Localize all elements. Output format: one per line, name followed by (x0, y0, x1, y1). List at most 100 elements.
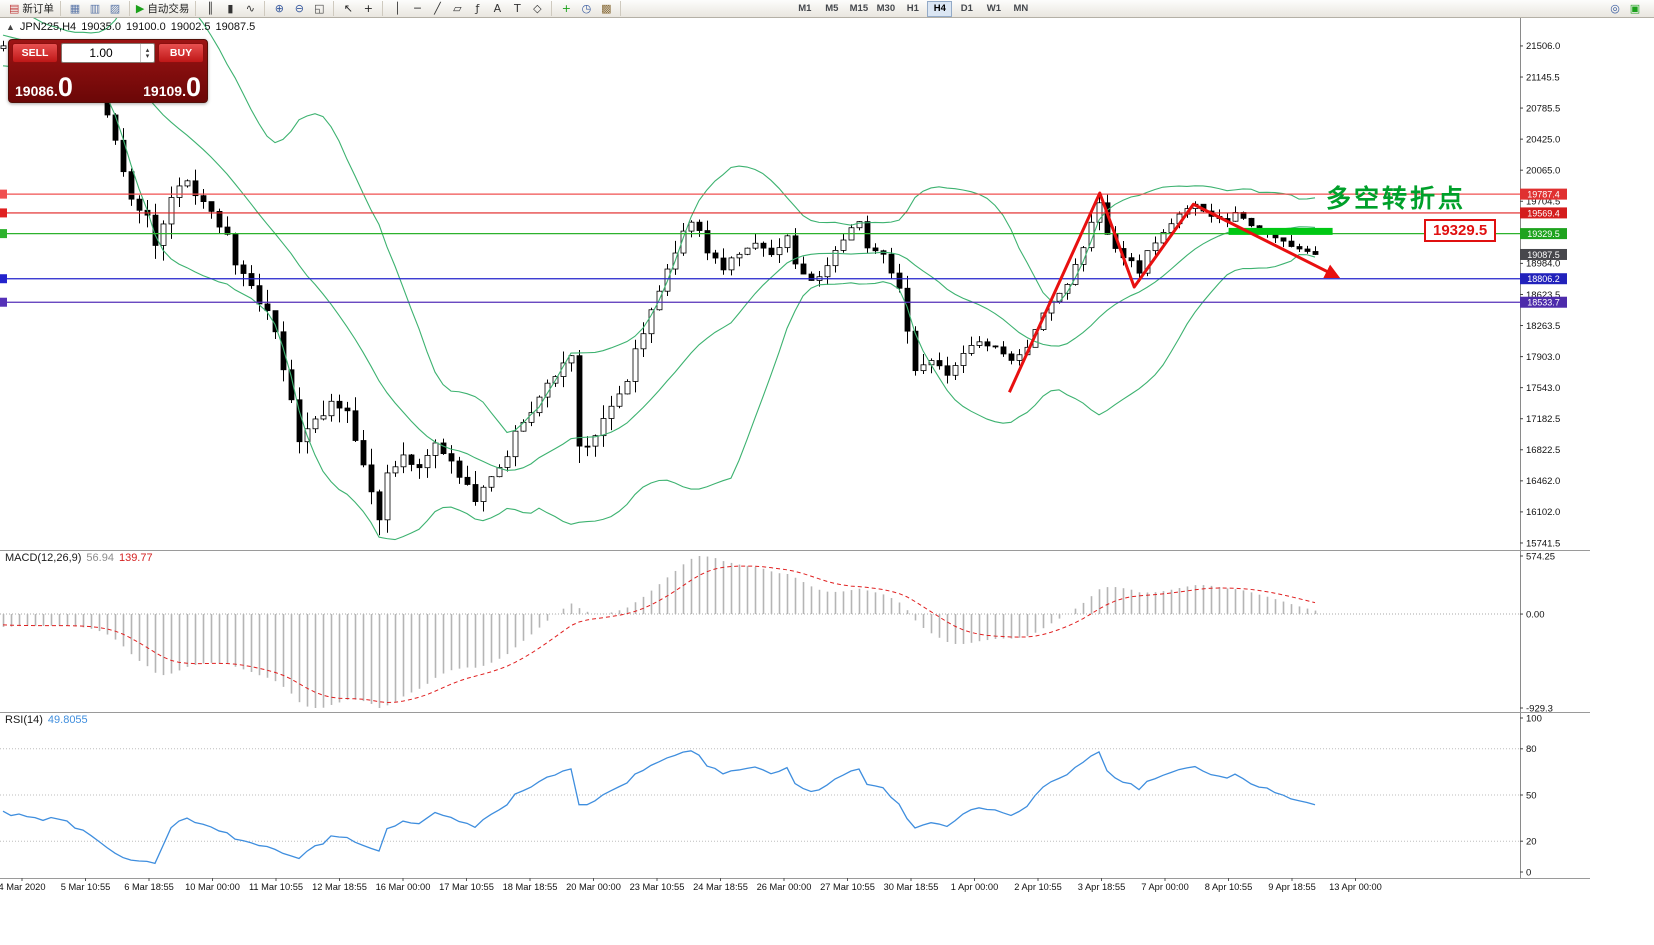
zoom-out-icon[interactable]: ⊖ (289, 1, 309, 16)
volume-spinner: ▴ ▾ (140, 44, 154, 62)
timeframe-mn-button[interactable]: MN (1013, 3, 1029, 14)
trendline-icon-glyph: ╱ (434, 2, 441, 15)
indicators-add-icon-glyph: + (561, 2, 571, 15)
equidistant-channel-icon-glyph: ▱ (453, 2, 462, 15)
line-chart-icon-glyph: ∿ (245, 2, 255, 15)
x-axis-label: 23 Mar 10:55 (630, 882, 685, 892)
text-icon[interactable]: A (487, 1, 507, 16)
indicators-add-icon[interactable]: + (556, 1, 576, 16)
periods-icon[interactable]: ◷ (576, 1, 596, 16)
sell-button[interactable]: SELL (12, 43, 58, 63)
hline-price-tag-label: 18806.2 (1527, 274, 1560, 284)
buy-button[interactable]: BUY (158, 43, 204, 63)
timeframe-w1-button[interactable]: W1 (986, 3, 1001, 14)
market-watch-icon-glyph: ▥ (89, 2, 101, 15)
ohlc-high: 19100.0 (125, 21, 166, 33)
x-axis-label: 26 Mar 00:00 (757, 882, 812, 892)
tile-windows-icon[interactable]: ◱ (309, 1, 329, 16)
cursor-icon[interactable]: ↖ (338, 1, 358, 16)
timeframe-d1-button[interactable]: D1 (960, 3, 973, 14)
toolbar-group: ▶ 自动交易 (130, 1, 197, 16)
highlight-bar-annotation[interactable] (1228, 227, 1333, 235)
line-chart-icon[interactable]: ∿ (240, 1, 260, 16)
arrows-icon[interactable]: ◇ (527, 1, 547, 16)
chart-window-icon-glyph: ▦ (69, 2, 81, 15)
volume-up-button[interactable]: ▴ (145, 46, 150, 54)
toolbar-right: ◎ ▣ (1605, 0, 1645, 18)
y-axis-label: 18984.0 (1526, 259, 1560, 270)
rsi-axis-label: 50 (1526, 790, 1537, 801)
timeframe-m1-button[interactable]: M1 (798, 3, 812, 14)
volume-value[interactable]: 1.00 (89, 46, 113, 60)
new-chart-icon[interactable]: ▣ (1625, 1, 1645, 16)
x-axis-label: 27 Mar 10:55 (820, 882, 875, 892)
one-click-collapse-icon[interactable]: ▲ (6, 22, 15, 32)
timeframe-m5-button[interactable]: M5 (825, 3, 839, 14)
volume-down-button[interactable]: ▾ (145, 52, 150, 60)
y-axis-label: 16822.5 (1526, 445, 1560, 456)
zoom-out-icon-glyph: ⊖ (294, 2, 304, 15)
search-icon[interactable]: ◎ (1605, 1, 1625, 16)
zoom-in-icon[interactable]: ⊕ (269, 1, 289, 16)
horizontal-line-icon[interactable]: ─ (407, 1, 427, 16)
toolbar-group: │ ─ ╱ ▱ ƒ A T ◇ (383, 1, 553, 16)
rsi-name: RSI(14) (5, 714, 43, 726)
price-callout-annotation[interactable]: 19329.5 (1424, 219, 1497, 242)
auto-trading-button[interactable]: ▶ 自动交易 (134, 1, 191, 16)
crosshair-icon[interactable]: + (358, 1, 378, 16)
text-label-icon-glyph: T (514, 2, 521, 15)
buy-price[interactable]: 19109. 0 (108, 65, 204, 100)
timeframe-m15-button[interactable]: M15 (849, 3, 869, 14)
x-axis-label: 16 Mar 00:00 (376, 882, 431, 892)
toolbar-group: ↖ + (334, 1, 384, 16)
candlestick-chart-icon[interactable]: ▮ (220, 1, 240, 16)
vertical-line-icon[interactable]: │ (387, 1, 407, 16)
ohlc-open: 19035.0 (81, 21, 121, 33)
sell-price[interactable]: 19086. 0 (12, 65, 108, 102)
terminal-window-icon[interactable]: ▨ (105, 1, 125, 16)
bar-chart-icon[interactable]: ║ (200, 1, 220, 16)
hline-price-tag (1520, 207, 1567, 219)
crosshair-icon-glyph: + (363, 2, 373, 15)
new-order-button[interactable]: ▤ 新订单 (7, 1, 56, 16)
rsi-axis-label: 80 (1526, 744, 1537, 755)
text-label-icon[interactable]: T (507, 1, 527, 16)
trend-zigzag-arrow[interactable] (1008, 191, 1341, 393)
hline-price-tag (1520, 296, 1567, 308)
y-axis-label: 18623.5 (1526, 290, 1560, 301)
equidistant-channel-icon[interactable]: ▱ (447, 1, 467, 16)
x-axis-label: 2 Apr 10:55 (1014, 882, 1062, 892)
timeframe-h4-button[interactable]: H4 (927, 0, 953, 17)
trendline-icon[interactable]: ╱ (427, 1, 447, 16)
hline-price-tag-label: 19569.4 (1527, 208, 1560, 218)
templates-icon[interactable]: ▩ (596, 1, 616, 16)
x-axis-label: 1 Apr 00:00 (951, 882, 999, 892)
timeframe-m30-button[interactable]: M30 (876, 3, 896, 14)
chart-window-icon[interactable]: ▦ (65, 1, 85, 16)
y-axis-label: 20785.5 (1526, 103, 1560, 114)
y-axis-label: 17903.0 (1526, 352, 1560, 363)
sell-price-big-digit: 0 (57, 71, 73, 102)
candlestick-chart-icon-glyph: ▮ (227, 2, 234, 15)
rsi-line (2, 750, 1316, 865)
text-icon-glyph: A (493, 2, 502, 15)
market-watch-icon[interactable]: ▥ (85, 1, 105, 16)
x-axis-label: 3 Apr 18:55 (1078, 882, 1126, 892)
trade-panel-controls: SELL 1.00 ▴ ▾ BUY (12, 43, 204, 63)
fibonacci-icon[interactable]: ƒ (467, 1, 487, 16)
toolbar-group: ║ ▮ ∿ (196, 1, 266, 16)
y-axis-label: 15741.5 (1526, 538, 1560, 549)
timeframe-h1-button[interactable]: H1 (906, 3, 919, 14)
horizontal-line-icon-glyph: ─ (414, 2, 421, 15)
one-click-trading-panel: SELL 1.00 ▴ ▾ BUY 19086. 0 19109. 0 (8, 39, 208, 103)
macd-axis-label: 574.25 (1526, 551, 1555, 562)
turning-point-annotation[interactable]: 多空转折点 (1326, 185, 1467, 213)
new-order-glyph: ▤ (9, 2, 20, 15)
macd-axis-label: -929.3 (1526, 703, 1553, 714)
volume-field[interactable]: 1.00 ▴ ▾ (61, 43, 155, 63)
toolbar-group: ⊕ ⊖ ◱ (265, 1, 335, 16)
hline-price-tag-label: 19787.4 (1527, 190, 1560, 200)
macd-main-value: 56.94 (86, 552, 114, 564)
